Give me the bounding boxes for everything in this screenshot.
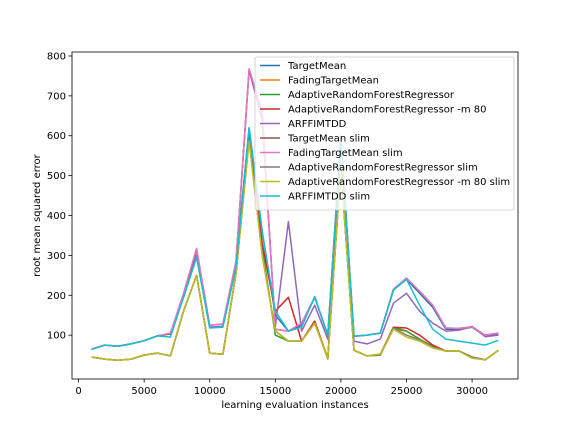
legend-label-targetmean-slim: TargetMean slim (287, 134, 370, 145)
y-axis-label: root mean squared error (32, 153, 43, 276)
legend: TargetMean FadingTargetMean AdaptiveRandom… (254, 56, 515, 211)
x-tick-label: 0 (75, 386, 81, 397)
legend-label-adaptiverandomforestregressor-slim: AdaptiveRandomForestRegressor slim (288, 163, 478, 174)
legend-label-fadingtargetmean: FadingTargetMean (288, 76, 379, 87)
y-tick-label: 500 (47, 171, 66, 182)
x-axis-ticks: 0 5000 10000 15000 20000 25000 30000 (75, 379, 488, 397)
x-tick-label: 30000 (456, 386, 488, 397)
x-tick-label: 10000 (194, 386, 226, 397)
legend-label-adaptiverandomforestregressor-m-80-slim: AdaptiveRandomForestRegressor -m 80 slim (288, 177, 510, 188)
x-tick-label: 5000 (131, 386, 156, 397)
y-tick-label: 400 (47, 211, 66, 222)
y-tick-label: 100 (47, 331, 66, 342)
y-tick-label: 300 (47, 251, 66, 262)
legend-label-adaptiverandomforestregressor-m-80: AdaptiveRandomForestRegressor -m 80 (288, 105, 486, 116)
x-tick-label: 25000 (391, 386, 423, 397)
x-tick-label: 15000 (259, 386, 291, 397)
y-axis-ticks: 100 200 300 400 500 600 700 800 (47, 51, 72, 342)
legend-label-fadingtargetmean-slim: FadingTargetMean slim (288, 148, 403, 159)
series-line-adaptiverandomforestregressor-m-80-slim (91, 140, 499, 362)
x-tick-label: 20000 (325, 386, 357, 397)
legend-label-arffimtdd-slim: ARFFIMTDD slim (288, 192, 370, 203)
legend-items: TargetMean FadingTargetMean AdaptiveRandom… (260, 61, 510, 203)
legend-label-arffimtdd: ARFFIMTDD (288, 119, 347, 130)
legend-label-targetmean: TargetMean (287, 61, 346, 72)
y-tick-label: 700 (47, 91, 66, 102)
y-tick-label: 200 (47, 291, 66, 302)
series-layer (91, 67, 499, 362)
x-axis-label: learning evaluation instances (221, 400, 368, 411)
legend-label-adaptiverandomforestregressor: AdaptiveRandomForestRegressor (288, 90, 455, 101)
series-line-arffimtdd-slim (91, 127, 499, 350)
y-tick-label: 800 (47, 51, 66, 62)
y-tick-label: 600 (47, 131, 66, 142)
legend-box (254, 56, 515, 211)
